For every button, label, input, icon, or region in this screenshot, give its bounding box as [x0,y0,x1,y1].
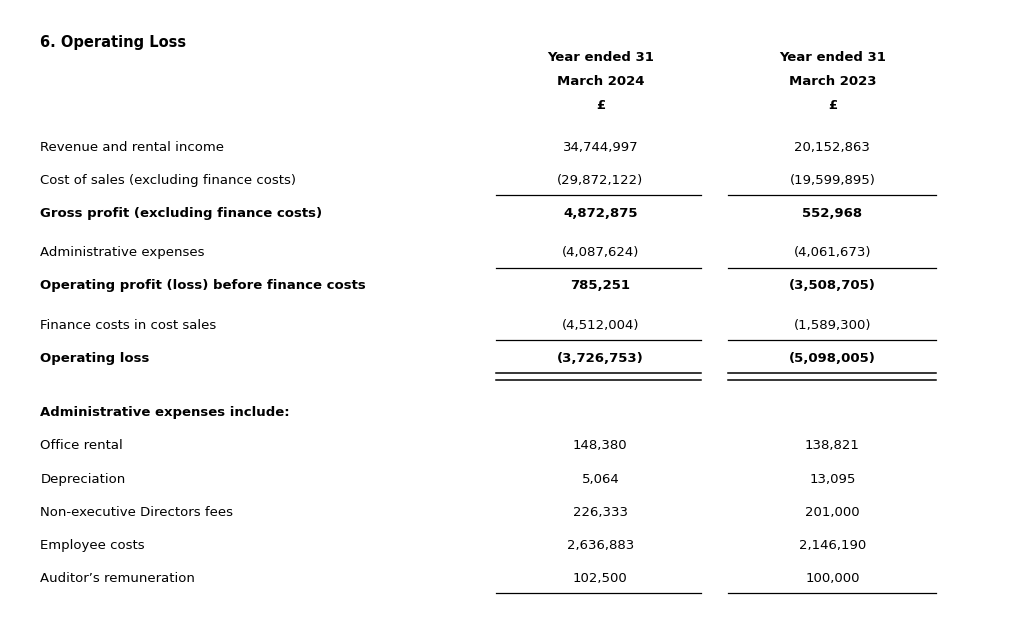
Text: (29,872,122): (29,872,122) [557,174,644,186]
Text: 148,380: 148,380 [573,439,628,452]
Text: Revenue and rental income: Revenue and rental income [40,141,224,153]
Text: Non-executive Directors fees: Non-executive Directors fees [40,506,233,518]
Text: 552,968: 552,968 [802,207,863,219]
Text: 201,000: 201,000 [805,506,860,518]
Text: Year ended 31: Year ended 31 [779,51,886,64]
Text: (1,589,300): (1,589,300) [794,319,871,331]
Text: (19,599,895): (19,599,895) [789,174,876,186]
Text: Employee costs: Employee costs [40,539,145,551]
Text: (4,061,673): (4,061,673) [794,246,871,259]
Text: 785,251: 785,251 [570,279,631,292]
Text: 100,000: 100,000 [805,572,860,584]
Text: 13,095: 13,095 [809,473,856,485]
Text: 20,152,863: 20,152,863 [794,141,871,153]
Text: Depreciation: Depreciation [40,473,125,485]
Text: 138,821: 138,821 [805,439,860,452]
Text: (4,087,624): (4,087,624) [562,246,639,259]
Text: Operating profit (loss) before finance costs: Operating profit (loss) before finance c… [40,279,366,292]
Text: Office rental: Office rental [40,439,123,452]
Text: Year ended 31: Year ended 31 [547,51,654,64]
Text: Cost of sales (excluding finance costs): Cost of sales (excluding finance costs) [40,174,297,186]
Text: (5,098,005): (5,098,005) [789,352,876,364]
Text: Administrative expenses: Administrative expenses [40,246,205,259]
Text: (4,512,004): (4,512,004) [562,319,639,331]
Text: 102,500: 102,500 [573,572,628,584]
Text: Gross profit (excluding finance costs): Gross profit (excluding finance costs) [40,207,323,219]
Text: 5,064: 5,064 [581,473,620,485]
Text: £: £ [827,99,837,112]
Text: 2,146,190: 2,146,190 [799,539,866,551]
Text: 4,872,875: 4,872,875 [563,207,638,219]
Text: (3,508,705): (3,508,705) [789,279,876,292]
Text: 6. Operating Loss: 6. Operating Loss [40,35,187,50]
Text: (3,726,753): (3,726,753) [557,352,644,364]
Text: £: £ [595,99,605,112]
Text: 2,636,883: 2,636,883 [567,539,634,551]
Text: March 2023: March 2023 [789,75,876,88]
Text: Auditor’s remuneration: Auditor’s remuneration [40,572,195,584]
Text: March 2024: March 2024 [557,75,644,88]
Text: Operating loss: Operating loss [40,352,149,364]
Text: Administrative expenses include:: Administrative expenses include: [40,406,290,419]
Text: 34,744,997: 34,744,997 [563,141,638,153]
Text: Finance costs in cost sales: Finance costs in cost sales [40,319,217,331]
Text: 226,333: 226,333 [573,506,628,518]
